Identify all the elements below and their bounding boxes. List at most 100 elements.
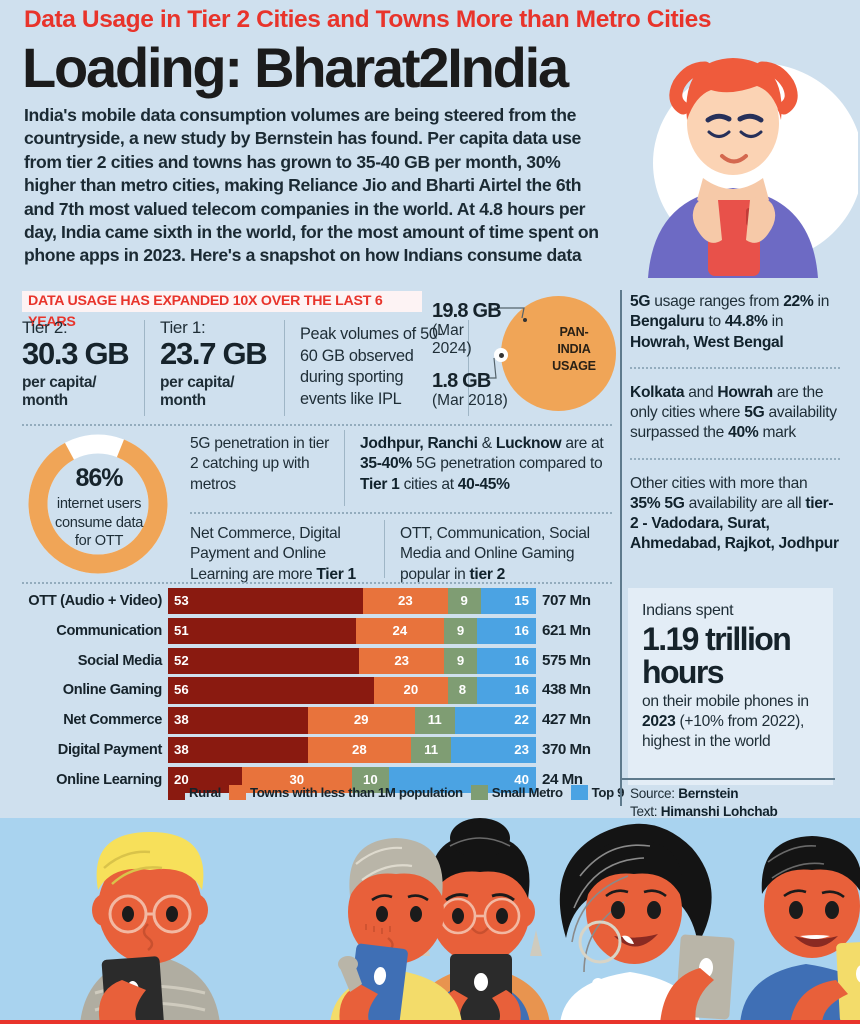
legend-label: Towns with less than 1M population bbox=[249, 785, 463, 800]
bar-total-label: 438 Mn bbox=[542, 681, 591, 699]
bar-segment-value: 30 bbox=[289, 771, 305, 787]
note-kolkata-howrah: Kolkata and Howrah are the only cities w… bbox=[630, 383, 837, 442]
usage-share-bar-chart: OTT (Audio + Video) 53 23 9 15 707 Mn Communic… bbox=[22, 588, 624, 808]
tier1-value: 23.7 GB bbox=[160, 336, 268, 371]
tier2-sub-line1: per capita/ bbox=[22, 373, 97, 391]
bar-segment-value: 23 bbox=[394, 652, 410, 668]
bar-row: OTT (Audio + Video) 53 23 9 15 707 Mn bbox=[22, 588, 612, 615]
donut-caption: internet users consume data for OTT bbox=[54, 496, 144, 550]
bar-total-label: 575 Mn bbox=[542, 651, 591, 669]
right-dotted-sep-2 bbox=[630, 457, 840, 460]
note-tier1-categories: Net Commerce, Digital Payment and Online… bbox=[190, 525, 356, 583]
divider-3 bbox=[468, 320, 469, 416]
section-banner: DATA USAGE HAS EXPANDED 10X OVER THE LAS… bbox=[22, 291, 422, 330]
dotted-separator-bottom bbox=[22, 582, 612, 584]
bar-track: 38 29 11 22 bbox=[168, 707, 536, 734]
bar-total-label: 24 Mn bbox=[542, 770, 583, 788]
source-label: Source: bbox=[630, 786, 675, 801]
legend-item: Rural bbox=[168, 785, 221, 800]
tier2-label: Tier 2: bbox=[22, 318, 68, 337]
dotted-separator-top bbox=[22, 424, 612, 426]
bar-segment-rural: 38 bbox=[168, 736, 308, 764]
bar-category-label: Communication bbox=[56, 622, 162, 639]
bar-segment-value: 11 bbox=[424, 741, 439, 757]
bar-track: 20 30 10 40 bbox=[168, 766, 536, 794]
bar-segment-value: 23 bbox=[514, 741, 529, 757]
bar-segment-value: 9 bbox=[460, 593, 468, 608]
tier2-value: 30.3 GB bbox=[22, 336, 130, 371]
bar-segment-rural: 52 bbox=[168, 647, 360, 674]
bar-segment-value: 52 bbox=[174, 652, 189, 668]
bar-segment-value: 56 bbox=[174, 682, 189, 698]
legend-label: Top 9 bbox=[591, 785, 625, 800]
legend-item: Small Metro bbox=[470, 785, 563, 800]
source-value: Bernstein bbox=[678, 786, 739, 801]
bar-category-label: OTT (Audio + Video) bbox=[28, 593, 162, 609]
bar-category-label: Social Media bbox=[77, 652, 163, 669]
bar-row: Net Commerce 38 29 11 22 427 Mn bbox=[22, 707, 612, 734]
tier1-sub-line2: month bbox=[160, 391, 206, 409]
bar-segment-value: 38 bbox=[174, 712, 189, 728]
bar-segment-value: 40 bbox=[514, 771, 529, 787]
source-credit: Source: Bernstein Text: Himanshi Lohchab bbox=[630, 785, 835, 822]
bar-total-label: 707 Mn bbox=[542, 592, 591, 609]
bar-segment-value: 22 bbox=[514, 712, 529, 728]
bar-segment-value: 16 bbox=[514, 652, 529, 668]
bar-track: 38 28 11 23 bbox=[168, 736, 536, 764]
bar-segment-towns-with-less-than-1m-population: 23 bbox=[359, 647, 444, 674]
note-other-cities: Other cities with more than 35% 5G avail… bbox=[630, 474, 839, 553]
tier1-label: Tier 1: bbox=[160, 318, 206, 337]
bar-row: Online Gaming 56 20 8 16 438 Mn bbox=[22, 677, 612, 704]
bar-segment-towns-with-less-than-1m-population: 20 bbox=[374, 677, 448, 704]
divider-2 bbox=[284, 320, 285, 416]
chart-legend: Rural Towns with less than 1M population S… bbox=[168, 785, 624, 800]
source-rule bbox=[620, 778, 835, 780]
bar-segment-value: 9 bbox=[456, 622, 465, 638]
pan-india-old-period: (Mar 2018) bbox=[432, 392, 508, 409]
bar-segment-top-9: 15 bbox=[480, 588, 536, 615]
bar-segment-value: 23 bbox=[398, 593, 413, 608]
bar-segment-small-metro: 9 bbox=[443, 647, 478, 674]
hours-spent-box: Indians spent 1.19 trillion hours on the… bbox=[628, 588, 833, 785]
people-with-phones-illustration bbox=[0, 818, 860, 1024]
bar-segment-value: 20 bbox=[403, 682, 419, 698]
pan-india-recent-period: (Mar 2024) bbox=[432, 322, 472, 357]
bar-total-label: 427 Mn bbox=[542, 711, 591, 729]
bar-track: 56 20 8 16 bbox=[168, 677, 536, 704]
bar-segment-rural: 53 bbox=[168, 588, 364, 615]
tier1-stat: Tier 1: 23.7 GB per capita/ month bbox=[160, 318, 268, 409]
donut-percent: 86% bbox=[75, 464, 123, 492]
legend-label: Small Metro bbox=[491, 785, 563, 800]
pan-india-circle-label: PAN- INDIA USAGE bbox=[552, 325, 596, 373]
kicker-headline: Data Usage in Tier 2 Cities and Towns Mo… bbox=[24, 6, 712, 33]
bar-row: Digital Payment 38 28 11 23 370 Mn bbox=[22, 736, 612, 764]
legend-label: Rural bbox=[189, 785, 221, 800]
legend-item: Top 9 bbox=[570, 785, 625, 800]
callout-dot-recent bbox=[523, 318, 527, 322]
divider-5 bbox=[384, 520, 385, 578]
person-5 bbox=[740, 836, 860, 1024]
note-5g-usage-range: 5G usage ranges from 22% in Bengaluru to… bbox=[630, 293, 830, 351]
hours-spent-detail: on their mobile phones in 2023 (+10% fro… bbox=[642, 693, 809, 751]
bar-segment-rural: 51 bbox=[168, 617, 356, 645]
text-value: Himanshi Lohchab bbox=[660, 804, 778, 820]
bar-segment-value: 38 bbox=[174, 741, 189, 757]
person-with-phone-illustration bbox=[648, 58, 858, 278]
bar-segment-value: 16 bbox=[514, 682, 529, 698]
donut-center-label: 86% internet users consume data for OTT bbox=[40, 464, 158, 551]
bar-category-label: Online Gaming bbox=[62, 682, 163, 699]
legend-swatch bbox=[570, 785, 588, 800]
bar-segment-value: 16 bbox=[514, 622, 529, 638]
bar-segment-small-metro: 10 bbox=[351, 766, 389, 794]
pan-india-old-value: 1.8 GB bbox=[432, 370, 491, 392]
ott-donut-chart bbox=[28, 434, 168, 574]
note-5g-penetration: 5G penetration in tier 2 catching up wit… bbox=[190, 435, 330, 493]
bar-segment-value: 11 bbox=[427, 712, 442, 728]
divider-4 bbox=[344, 430, 345, 506]
section-banner-label: DATA USAGE HAS EXPANDED 10X OVER THE LAS… bbox=[28, 293, 383, 330]
bar-segment-towns-with-less-than-1m-population: 30 bbox=[241, 766, 352, 794]
bar-segment-value: 9 bbox=[456, 652, 465, 668]
bar-segment-value: 10 bbox=[363, 771, 378, 787]
bar-category-label: Net Commerce bbox=[63, 712, 162, 729]
legend-item: Towns with less than 1M population bbox=[228, 785, 463, 800]
